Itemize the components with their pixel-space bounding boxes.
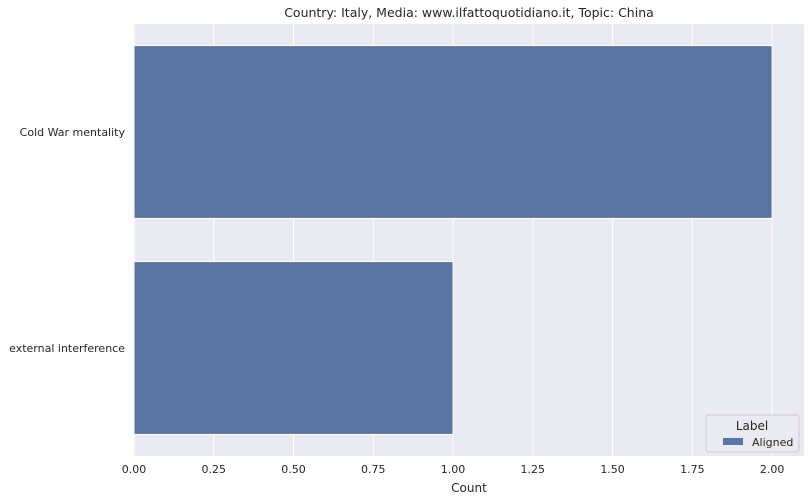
legend-label-aligned: Aligned <box>752 436 793 449</box>
x-tick-label: 0.50 <box>281 463 306 476</box>
bar-cold-war-mentality <box>133 45 773 219</box>
y-tick-label: external interference <box>9 342 125 355</box>
x-tick-label: 1.25 <box>521 463 546 476</box>
x-tick-label: 0.00 <box>122 463 147 476</box>
x-axis-label: Count <box>451 481 487 495</box>
y-tick-labels: Cold War mentality external interference <box>9 126 125 355</box>
x-tick-labels: 0.00 0.25 0.50 0.75 1.00 1.25 1.50 1.75 2.00 <box>122 463 785 476</box>
x-tick-label: 0.75 <box>361 463 386 476</box>
x-tick-label: 1.50 <box>600 463 625 476</box>
legend-swatch-aligned <box>723 438 743 445</box>
x-tick-label: 1.75 <box>680 463 705 476</box>
legend: Label Aligned <box>705 414 800 453</box>
x-tick-label: 1.00 <box>441 463 466 476</box>
x-tick-label: 2.00 <box>760 463 785 476</box>
legend-title: Label <box>736 419 768 433</box>
x-tick-label: 0.25 <box>202 463 227 476</box>
y-tick-label: Cold War mentality <box>20 126 126 139</box>
bars <box>133 45 773 435</box>
bar-external-interference <box>133 261 454 435</box>
chart-title: Country: Italy, Media: www.ilfattoquotid… <box>284 5 654 20</box>
